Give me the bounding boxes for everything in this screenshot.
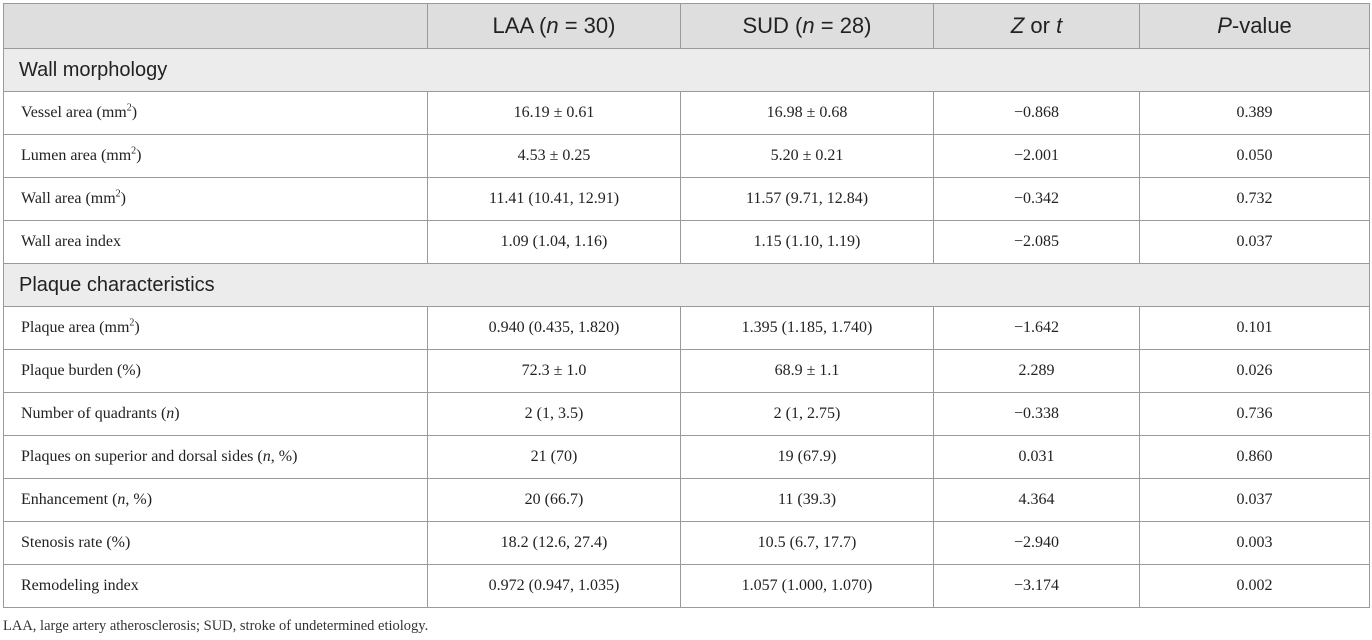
cell-laa: 0.940 (0.435, 1.820) <box>427 306 681 350</box>
row-label: Wall area index <box>3 220 428 264</box>
cell-p-value: 0.037 <box>1139 478 1370 522</box>
row-label: Plaque area (mm2) <box>3 306 428 350</box>
cell-p-value: 0.101 <box>1139 306 1370 350</box>
section-title: Wall morphology <box>3 48 1370 92</box>
table-row: Plaques on superior and dorsal sides (n,… <box>3 435 1370 479</box>
section-header-row: Wall morphology <box>3 48 1370 92</box>
cell-z-or-t: −0.338 <box>933 392 1140 436</box>
row-label: Enhancement (n, %) <box>3 478 428 522</box>
cell-z-or-t: 0.031 <box>933 435 1140 479</box>
cell-laa: 0.972 (0.947, 1.035) <box>427 564 681 608</box>
table-row: Remodeling index 0.972 (0.947, 1.035) 1.05… <box>3 564 1370 608</box>
comparison-table: LAA (n = 30) SUD (n = 28) Z or t P-value… <box>3 3 1370 608</box>
cell-z-or-t: 4.364 <box>933 478 1140 522</box>
row-label: Wall area (mm2) <box>3 177 428 221</box>
table-header-row: LAA (n = 30) SUD (n = 28) Z or t P-value <box>3 3 1370 49</box>
table-row: Plaque area (mm2) 0.940 (0.435, 1.820) 1.3… <box>3 306 1370 350</box>
cell-sud: 2 (1, 2.75) <box>680 392 934 436</box>
cell-sud: 16.98 ± 0.68 <box>680 91 934 135</box>
cell-z-or-t: 2.289 <box>933 349 1140 393</box>
cell-p-value: 0.026 <box>1139 349 1370 393</box>
cell-p-value: 0.732 <box>1139 177 1370 221</box>
cell-p-value: 0.389 <box>1139 91 1370 135</box>
cell-laa: 21 (70) <box>427 435 681 479</box>
table-row: Number of quadrants (n) 2 (1, 3.5) 2 (1, 2… <box>3 392 1370 436</box>
row-label: Remodeling index <box>3 564 428 608</box>
table-row: Stenosis rate (%) 18.2 (12.6, 27.4) 10.5 (… <box>3 521 1370 565</box>
cell-sud: 11 (39.3) <box>680 478 934 522</box>
table-row: Lumen area (mm2) 4.53 ± 0.25 5.20 ± 0.21 −2… <box>3 134 1370 178</box>
cell-z-or-t: −1.642 <box>933 306 1140 350</box>
section-title: Plaque characteristics <box>3 263 1370 307</box>
header-variable <box>3 3 428 49</box>
cell-sud: 68.9 ± 1.1 <box>680 349 934 393</box>
cell-sud: 5.20 ± 0.21 <box>680 134 934 178</box>
header-z-or-t: Z or t <box>933 3 1140 49</box>
cell-p-value: 0.860 <box>1139 435 1370 479</box>
cell-sud: 1.15 (1.10, 1.19) <box>680 220 934 264</box>
header-laa: LAA (n = 30) <box>427 3 681 49</box>
table-row: Wall area index 1.09 (1.04, 1.16) 1.15 (1.… <box>3 220 1370 264</box>
cell-laa: 18.2 (12.6, 27.4) <box>427 521 681 565</box>
cell-laa: 72.3 ± 1.0 <box>427 349 681 393</box>
cell-p-value: 0.736 <box>1139 392 1370 436</box>
cell-z-or-t: −3.174 <box>933 564 1140 608</box>
table-row: Plaque burden (%) 72.3 ± 1.0 68.9 ± 1.1 2.2… <box>3 349 1370 393</box>
cell-laa: 11.41 (10.41, 12.91) <box>427 177 681 221</box>
row-label: Lumen area (mm2) <box>3 134 428 178</box>
header-p-value: P-value <box>1139 3 1370 49</box>
cell-p-value: 0.003 <box>1139 521 1370 565</box>
cell-sud: 11.57 (9.71, 12.84) <box>680 177 934 221</box>
table-row: Wall area (mm2) 11.41 (10.41, 12.91) 11.57… <box>3 177 1370 221</box>
table-footnote: LAA, large artery atherosclerosis; SUD, … <box>3 618 429 634</box>
cell-z-or-t: −0.342 <box>933 177 1140 221</box>
cell-z-or-t: −2.085 <box>933 220 1140 264</box>
cell-laa: 2 (1, 3.5) <box>427 392 681 436</box>
cell-z-or-t: −2.001 <box>933 134 1140 178</box>
table-row: Enhancement (n, %) 20 (66.7) 11 (39.3) 4.36… <box>3 478 1370 522</box>
row-label: Plaque burden (%) <box>3 349 428 393</box>
cell-sud: 1.395 (1.185, 1.740) <box>680 306 934 350</box>
cell-laa: 20 (66.7) <box>427 478 681 522</box>
row-label: Vessel area (mm2) <box>3 91 428 135</box>
cell-laa: 16.19 ± 0.61 <box>427 91 681 135</box>
row-label: Stenosis rate (%) <box>3 521 428 565</box>
table-row: Vessel area (mm2) 16.19 ± 0.61 16.98 ± 0.6… <box>3 91 1370 135</box>
cell-p-value: 0.002 <box>1139 564 1370 608</box>
row-label: Number of quadrants (n) <box>3 392 428 436</box>
row-label: Plaques on superior and dorsal sides (n,… <box>3 435 428 479</box>
header-sud: SUD (n = 28) <box>680 3 934 49</box>
cell-z-or-t: −2.940 <box>933 521 1140 565</box>
cell-laa: 1.09 (1.04, 1.16) <box>427 220 681 264</box>
cell-sud: 10.5 (6.7, 17.7) <box>680 521 934 565</box>
cell-sud: 19 (67.9) <box>680 435 934 479</box>
cell-laa: 4.53 ± 0.25 <box>427 134 681 178</box>
section-header-row: Plaque characteristics <box>3 263 1370 307</box>
cell-sud: 1.057 (1.000, 1.070) <box>680 564 934 608</box>
cell-p-value: 0.037 <box>1139 220 1370 264</box>
cell-p-value: 0.050 <box>1139 134 1370 178</box>
cell-z-or-t: −0.868 <box>933 91 1140 135</box>
